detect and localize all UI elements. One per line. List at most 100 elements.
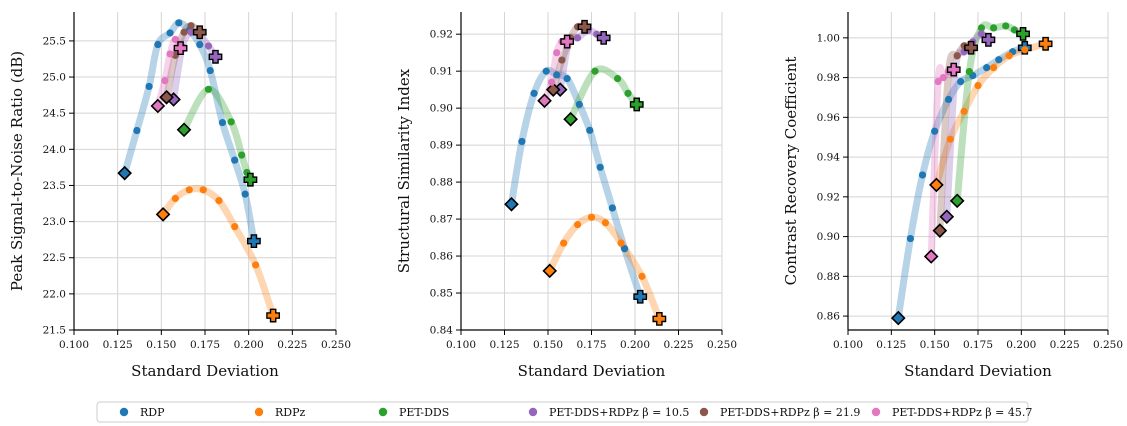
y-tick-label: 21.5 (43, 325, 66, 337)
data-point (547, 78, 556, 86)
data-point (180, 28, 188, 36)
x-tick-label: 0.100 (446, 339, 476, 351)
data-point (931, 127, 939, 135)
data-point (990, 64, 998, 72)
end-point-marker (981, 32, 996, 47)
end-point-marker (266, 308, 281, 323)
end-point-marker (964, 40, 978, 55)
x-tick-label: 0.150 (920, 339, 950, 351)
y-tick-label: 25.5 (43, 35, 66, 47)
data-point (553, 49, 561, 57)
series-line (546, 213, 663, 323)
start-point-marker (117, 165, 132, 181)
data-point (974, 81, 982, 90)
y-tick-label: 0.96 (817, 112, 841, 124)
y-tick-label: 0.87 (430, 214, 453, 226)
x-tick-label: 0.200 (620, 339, 650, 351)
x-tick-label: 0.100 (833, 339, 863, 351)
data-point (1005, 52, 1013, 60)
y-tick-label: 23.5 (43, 180, 66, 192)
data-point (946, 135, 954, 143)
legend-marker (699, 407, 709, 417)
data-point (252, 261, 260, 269)
data-point (518, 137, 526, 146)
y-tick-label: 0.94 (817, 152, 841, 164)
x-tick-label: 0.250 (707, 339, 737, 351)
data-point (1002, 22, 1010, 30)
series-line (159, 185, 277, 320)
chart-panel-3: 0.100 0.125 0.150 0.175 0.200 0.225 0.250 0.86 0… (782, 12, 1123, 380)
start-point-marker (542, 263, 558, 279)
y-tick-label: 0.98 (817, 72, 840, 84)
data-point (983, 64, 991, 72)
series-bands (507, 22, 663, 323)
data-point (231, 223, 239, 231)
x-tick-label: 0.125 (876, 339, 906, 351)
legend: RDP RDPz PET-DDS PET-DDS+RDPz β = 10.5 PET-D… (96, 401, 1032, 423)
data-point (620, 245, 629, 253)
start-point-marker (932, 223, 948, 238)
end-point-marker (1038, 36, 1053, 51)
chart-panels: 0.100 0.125 0.150 0.175 0.200 0.225 0.250 21.5 2… (8, 12, 1123, 380)
series-bands (894, 21, 1050, 322)
legend-label: RDPz (275, 406, 306, 419)
end-point-marker (652, 312, 667, 326)
data-point (965, 68, 973, 76)
data-point (204, 85, 213, 93)
x-tick-label: 0.175 (576, 339, 606, 351)
x-tick-label: 0.150 (146, 339, 176, 351)
y-tick-label: 0.88 (430, 177, 453, 189)
end-point-marker (596, 30, 611, 45)
x-tick-label: 0.175 (963, 339, 993, 351)
data-point (166, 50, 174, 58)
data-point (241, 190, 249, 198)
y-tick-label: 0.90 (817, 231, 840, 243)
x-tick-label: 0.250 (1093, 339, 1123, 351)
y-axis-label: Structural Similarity Index (395, 68, 413, 273)
x-axis-label: Standard Deviation (904, 362, 1052, 380)
data-point (175, 19, 183, 27)
y-tick-label: 24.5 (43, 108, 66, 120)
data-point (187, 28, 195, 36)
legend-label: PET-DDS+RDPz β = 45.7 (892, 406, 1032, 419)
data-point (990, 24, 998, 32)
legend-label: PET-DDS+RDPz β = 10.5 (549, 406, 689, 419)
series-points (890, 22, 1053, 326)
data-point (995, 56, 1003, 64)
legend-frame (96, 401, 1029, 423)
data-point (587, 213, 596, 221)
data-point (939, 73, 947, 82)
end-point-marker (1016, 26, 1030, 41)
start-point-marker (545, 82, 561, 97)
data-point (638, 272, 646, 280)
x-tick-label: 0.225 (1050, 339, 1080, 351)
data-point (171, 194, 179, 203)
end-point-marker (946, 62, 961, 77)
data-point (1021, 46, 1029, 54)
data-point (171, 35, 179, 44)
data-point (227, 118, 235, 126)
y-tick-label: 0.85 (430, 288, 453, 300)
data-point (166, 29, 174, 37)
x-axis-label: Standard Deviation (131, 362, 279, 380)
data-point (542, 67, 550, 75)
start-point-marker (563, 111, 578, 127)
end-point-marker (560, 34, 575, 49)
data-point (586, 126, 594, 134)
start-point-marker (176, 122, 192, 138)
x-tick-label: 0.125 (489, 339, 519, 351)
y-tick-label: 24.0 (43, 144, 66, 156)
x-tick-label: 0.100 (59, 339, 89, 351)
data-point (154, 40, 162, 49)
y-tick-label: 0.84 (430, 325, 454, 337)
data-point (573, 34, 582, 42)
grid (460, 12, 723, 331)
data-point (560, 239, 568, 247)
legend-marker (254, 407, 264, 417)
end-point-marker (629, 97, 644, 112)
data-point (575, 100, 583, 109)
start-point-marker (159, 89, 174, 105)
data-point (206, 66, 214, 75)
y-tick-label: 0.88 (817, 271, 840, 283)
